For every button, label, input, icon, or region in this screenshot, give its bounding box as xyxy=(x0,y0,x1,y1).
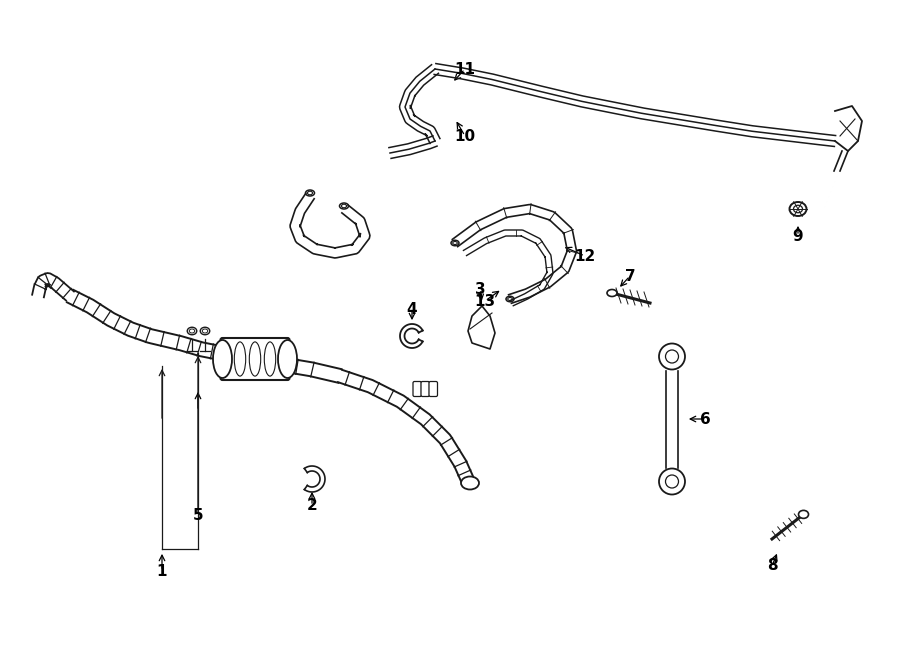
Circle shape xyxy=(659,469,685,494)
Ellipse shape xyxy=(200,327,210,334)
Text: 13: 13 xyxy=(474,293,496,309)
Ellipse shape xyxy=(213,340,232,378)
Text: 10: 10 xyxy=(454,128,475,143)
Text: 12: 12 xyxy=(574,249,596,264)
Text: 5: 5 xyxy=(193,508,203,524)
FancyBboxPatch shape xyxy=(220,338,290,380)
Polygon shape xyxy=(468,306,495,349)
Text: 8: 8 xyxy=(767,559,778,574)
Circle shape xyxy=(659,344,685,369)
Text: 1: 1 xyxy=(157,563,167,578)
FancyBboxPatch shape xyxy=(413,381,421,397)
Ellipse shape xyxy=(187,327,197,334)
Text: 2: 2 xyxy=(307,498,318,514)
Text: 3: 3 xyxy=(474,282,485,297)
Ellipse shape xyxy=(278,340,297,378)
Text: 4: 4 xyxy=(407,301,418,317)
Ellipse shape xyxy=(798,510,808,518)
Text: 9: 9 xyxy=(793,229,804,243)
Text: 6: 6 xyxy=(699,412,710,426)
Text: 11: 11 xyxy=(454,61,475,77)
FancyBboxPatch shape xyxy=(421,381,429,397)
FancyBboxPatch shape xyxy=(429,381,437,397)
Ellipse shape xyxy=(461,477,479,490)
Ellipse shape xyxy=(789,202,806,216)
Text: 7: 7 xyxy=(625,268,635,284)
Ellipse shape xyxy=(607,290,617,297)
